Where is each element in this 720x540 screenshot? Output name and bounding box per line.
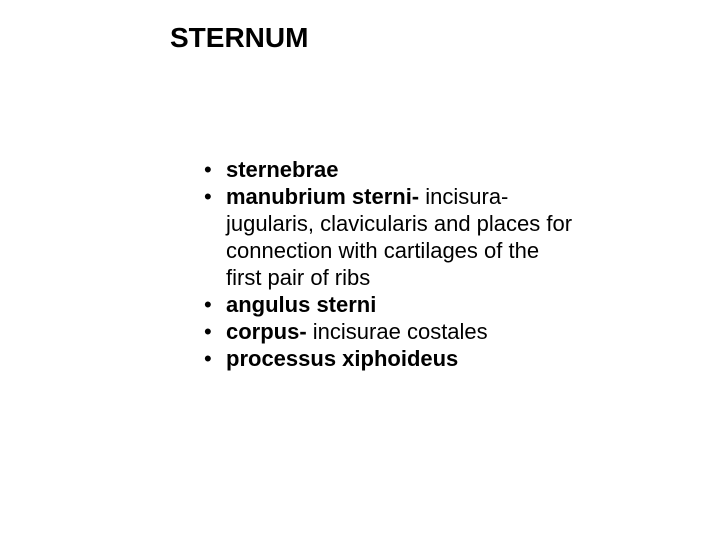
bullet-bold: angulus sterni — [226, 292, 376, 317]
list-item: sternebrae — [196, 156, 576, 183]
bullet-list: sternebrae manubrium sterni- incisura- j… — [196, 156, 576, 372]
bullet-bold: manubrium sterni- — [226, 184, 425, 209]
list-item: corpus- incisurae costales — [196, 318, 576, 345]
bullet-bold: processus xiphoideus — [226, 346, 458, 371]
slide-content: sternebrae manubrium sterni- incisura- j… — [196, 156, 576, 372]
slide-title: STERNUM — [170, 22, 308, 54]
bullet-bold: sternebrae — [226, 157, 339, 182]
bullet-rest: incisurae costales — [313, 319, 488, 344]
slide: { "title": { "text": "STERNUM", "fontsiz… — [0, 0, 720, 540]
list-item: manubrium sterni- incisura- jugularis, c… — [196, 183, 576, 291]
list-item: processus xiphoideus — [196, 345, 576, 372]
list-item: angulus sterni — [196, 291, 576, 318]
bullet-bold: corpus- — [226, 319, 313, 344]
